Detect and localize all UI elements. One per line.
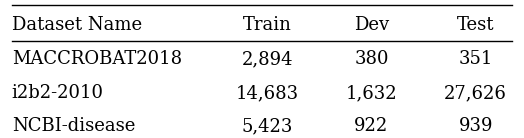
Text: 2,894: 2,894 [242,50,293,68]
Text: 14,683: 14,683 [236,84,299,102]
Text: 1,632: 1,632 [346,84,397,102]
Text: i2b2-2010: i2b2-2010 [12,84,104,102]
Text: 939: 939 [458,117,493,135]
Text: MACCROBAT2018: MACCROBAT2018 [12,50,182,68]
Text: Test: Test [457,16,495,34]
Text: Train: Train [243,16,292,34]
Text: 380: 380 [354,50,389,68]
Text: 351: 351 [458,50,493,68]
Text: Dev: Dev [354,16,389,34]
Text: 922: 922 [354,117,389,135]
Text: 27,626: 27,626 [444,84,507,102]
Text: Dataset Name: Dataset Name [12,16,142,34]
Text: NCBI-disease: NCBI-disease [12,117,135,135]
Text: 5,423: 5,423 [242,117,293,135]
